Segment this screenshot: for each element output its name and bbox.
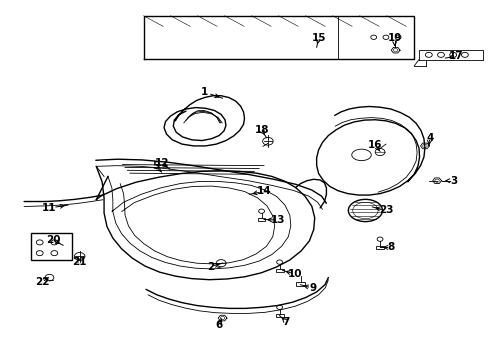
Text: 3: 3 <box>449 176 457 186</box>
Text: 14: 14 <box>256 186 271 197</box>
Text: 11: 11 <box>42 203 57 213</box>
Text: 13: 13 <box>270 215 285 225</box>
Text: 19: 19 <box>386 33 401 43</box>
Text: 6: 6 <box>215 320 223 330</box>
Text: 21: 21 <box>72 257 87 267</box>
Bar <box>375 246 383 249</box>
Text: 15: 15 <box>311 33 325 43</box>
Text: 9: 9 <box>308 283 316 293</box>
Text: 2: 2 <box>206 262 214 272</box>
Bar <box>275 269 283 272</box>
Text: 16: 16 <box>367 140 382 150</box>
Text: 4: 4 <box>425 133 432 143</box>
Bar <box>275 314 283 318</box>
Text: 1: 1 <box>201 87 208 97</box>
Text: 20: 20 <box>46 235 61 245</box>
Text: 22: 22 <box>35 277 49 287</box>
Bar <box>296 282 305 286</box>
Text: 23: 23 <box>378 206 392 216</box>
Text: 12: 12 <box>154 158 168 168</box>
Bar <box>257 218 265 221</box>
Text: 18: 18 <box>254 125 268 135</box>
Text: 5: 5 <box>152 161 159 171</box>
Text: 7: 7 <box>282 317 289 327</box>
Text: 10: 10 <box>287 269 302 279</box>
Text: 8: 8 <box>386 242 394 252</box>
Text: 17: 17 <box>448 51 463 61</box>
